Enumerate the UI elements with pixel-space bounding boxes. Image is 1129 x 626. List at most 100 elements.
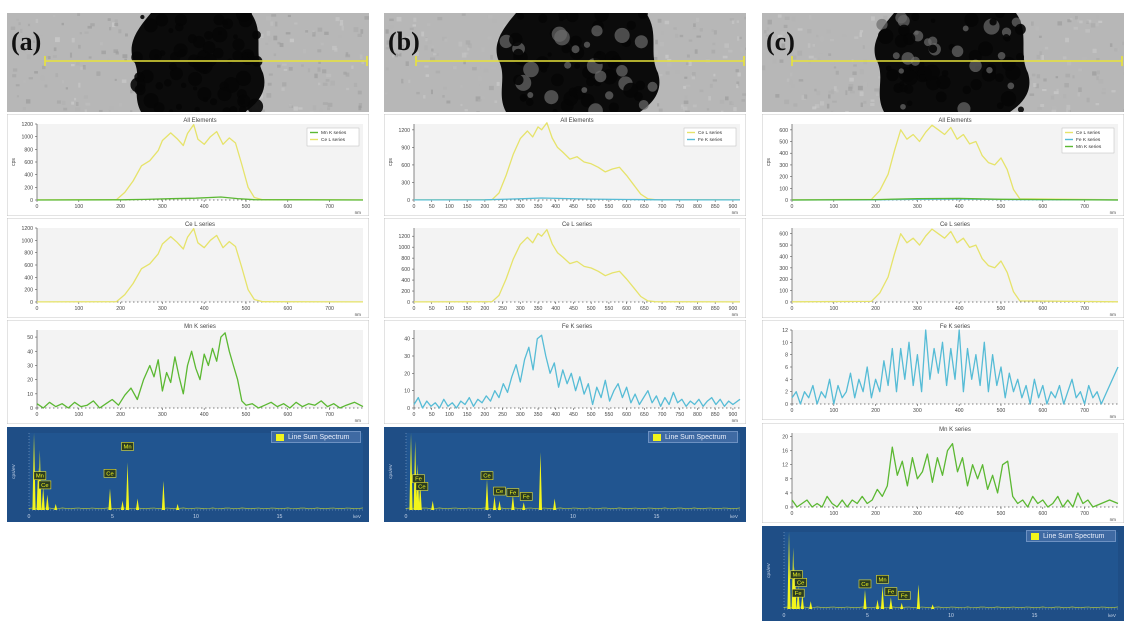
x-tick-label: 10 — [948, 613, 954, 619]
x-tick-label: 700 — [658, 306, 667, 312]
particle — [174, 43, 188, 57]
tem-grain — [860, 69, 864, 74]
tem-grain — [16, 84, 20, 86]
tem-grain — [852, 71, 856, 75]
particle — [239, 13, 253, 27]
tem-grain — [784, 100, 789, 105]
tem-grain — [1086, 20, 1088, 24]
tem-grain — [876, 93, 879, 96]
x-tick-label: 700 — [1080, 511, 1089, 517]
tem-grain — [323, 102, 328, 105]
tem-grain — [28, 24, 30, 26]
particle — [978, 41, 993, 56]
tem-grain — [340, 24, 344, 26]
y-tick-label: 600 — [401, 163, 410, 169]
tem-grain — [780, 59, 784, 62]
y-tick-label: 200 — [779, 175, 788, 181]
tem-grain — [836, 71, 839, 75]
tem-grain — [1037, 107, 1041, 110]
x-tick-label: 300 — [158, 204, 167, 210]
tem-grain — [62, 80, 64, 83]
y-tick-label: 100 — [779, 186, 788, 192]
tem-image-svg — [384, 13, 746, 112]
tem-grain — [712, 29, 714, 32]
tem-grain — [1040, 104, 1044, 107]
tem-grain — [343, 72, 346, 75]
plot-title: Ce L series — [185, 222, 215, 228]
x-tick-label: 700 — [325, 306, 334, 312]
tem-grain — [828, 94, 831, 98]
particle — [513, 49, 523, 59]
tem-grain — [85, 103, 90, 106]
tem-grain — [681, 107, 683, 111]
particle — [144, 93, 159, 108]
x-tick-label: 400 — [551, 306, 560, 312]
tem-grain — [816, 35, 818, 38]
legend-label: Ce L series — [321, 137, 346, 143]
tem-grain — [115, 79, 117, 81]
tem-grain — [274, 53, 277, 56]
tem-grain — [268, 83, 272, 86]
tem-grain — [41, 76, 45, 81]
particle — [971, 79, 982, 90]
tem-grain — [725, 96, 729, 100]
tem-grain — [489, 86, 494, 90]
tem-grain — [442, 95, 444, 98]
x-tick-label: 100 — [445, 412, 454, 418]
y-tick-label: 200 — [779, 277, 788, 283]
y-tick-label: 200 — [24, 288, 33, 294]
tem-grain — [34, 71, 38, 73]
tem-grain — [1063, 94, 1066, 98]
peak-label: Fe — [887, 590, 894, 596]
tem-grain — [45, 85, 48, 88]
x-tick-label: 400 — [955, 306, 964, 312]
tem-grain — [1064, 83, 1069, 87]
tem-grain — [1039, 51, 1041, 55]
x-tick-label: 100 — [74, 306, 83, 312]
tem-grain — [775, 94, 779, 98]
tem-grain — [737, 20, 739, 23]
particle — [252, 31, 261, 40]
tem-grain — [696, 18, 699, 22]
particle — [893, 52, 900, 59]
x-tick-label: 50 — [429, 204, 435, 210]
tem-grain — [836, 90, 839, 93]
spectrum-legend-label: Line Sum Spectrum — [1043, 533, 1104, 540]
particle — [551, 74, 564, 87]
particle — [595, 71, 607, 83]
x-tick-label: 700 — [325, 412, 334, 418]
y-axis-label: cps/eV — [388, 463, 394, 478]
x-axis-label: nm — [732, 312, 739, 317]
particle — [936, 91, 947, 102]
tem-grain — [793, 103, 797, 106]
x-tick-label: 15 — [277, 514, 283, 520]
tem-grain — [675, 70, 679, 73]
tem-grain — [270, 22, 273, 26]
tem-grain — [733, 107, 736, 111]
tem-grain — [1067, 105, 1071, 109]
tem-grain — [71, 64, 75, 66]
tem-grain — [132, 91, 134, 93]
x-tick-label: 300 — [516, 412, 525, 418]
tem-grain — [492, 19, 497, 22]
tem-grain — [443, 87, 446, 90]
tem-grain — [317, 49, 321, 52]
plot-title: Mn K series — [939, 427, 971, 433]
particle — [520, 96, 526, 102]
tem-grain — [853, 64, 857, 66]
tem-grain — [828, 91, 833, 94]
x-axis-label: nm — [732, 418, 739, 423]
peak-label: Mn — [878, 577, 886, 583]
tem-grain — [827, 104, 829, 109]
tem-grain — [817, 91, 821, 96]
particle — [639, 100, 649, 110]
tem-grain — [724, 43, 729, 47]
tem-grain — [277, 65, 281, 68]
tem-grain — [654, 51, 658, 55]
x-tick-label: 200 — [481, 412, 490, 418]
